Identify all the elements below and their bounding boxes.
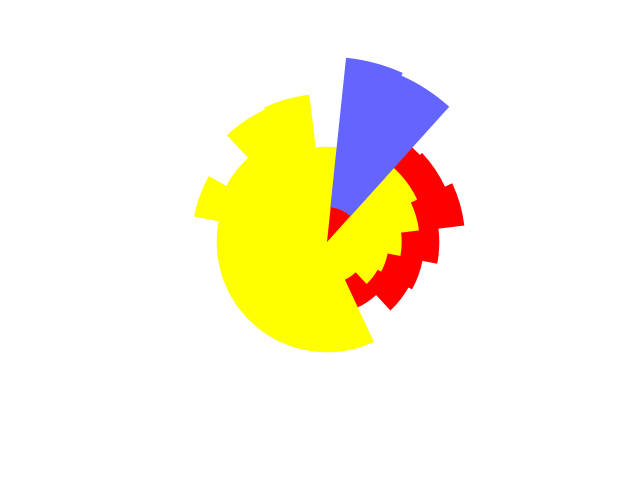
center-red-sector xyxy=(327,207,351,242)
sector-19-series-0 xyxy=(264,94,328,243)
sector-16-series-0 xyxy=(194,176,328,243)
sector-4-series-1 xyxy=(410,183,465,232)
polar-sectors xyxy=(194,57,465,353)
